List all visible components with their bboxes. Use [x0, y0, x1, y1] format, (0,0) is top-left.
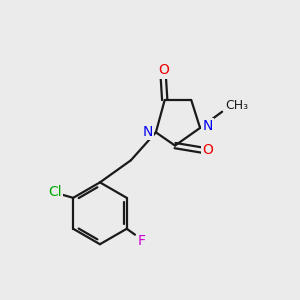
Text: CH₃: CH₃ [226, 99, 249, 112]
Text: F: F [137, 233, 146, 248]
Text: O: O [158, 64, 169, 77]
Text: N: N [202, 119, 213, 134]
Text: Cl: Cl [49, 185, 62, 199]
Text: O: O [202, 143, 213, 157]
Text: N: N [142, 125, 153, 139]
